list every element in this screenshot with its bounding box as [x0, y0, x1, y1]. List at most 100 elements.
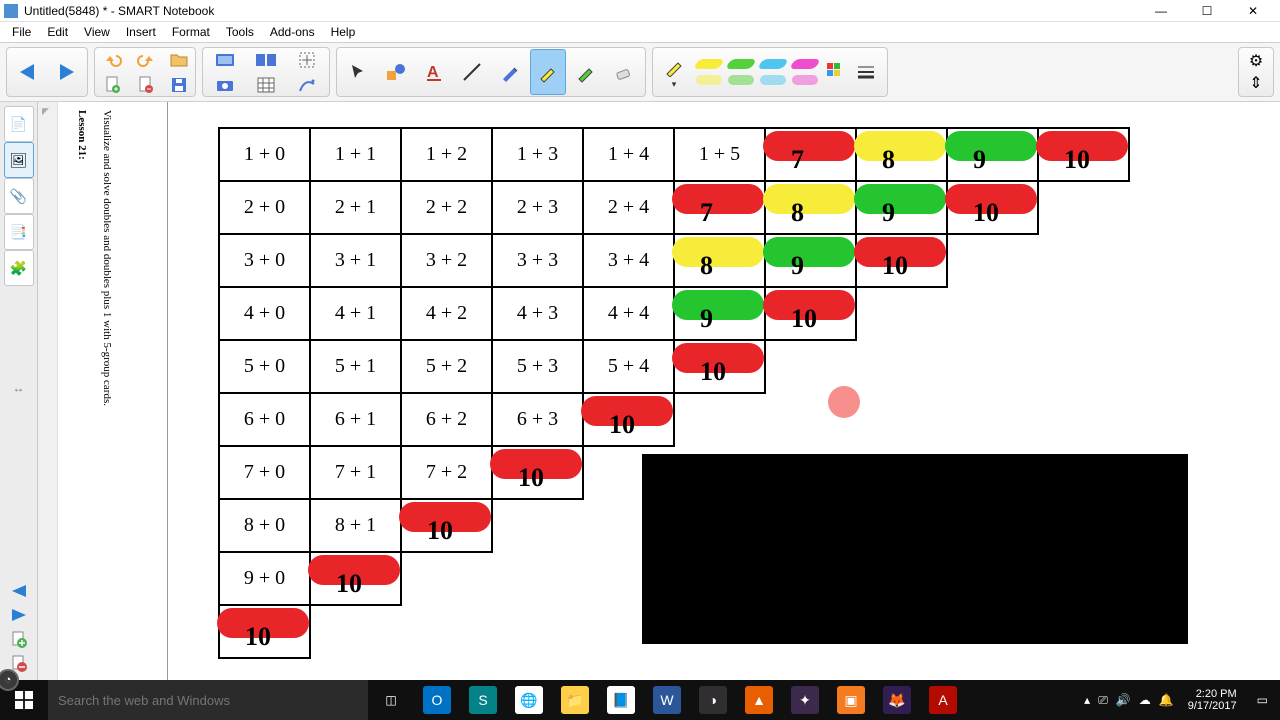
action-center-button[interactable]: ▭ [1251, 693, 1274, 707]
new-page-button[interactable] [98, 74, 128, 96]
grid-cell: 4 + 0 [219, 287, 310, 340]
grid-cell: 6 + 3 [492, 393, 583, 446]
table-button[interactable] [247, 74, 285, 96]
swatch[interactable] [789, 59, 821, 69]
highlighter-tool[interactable] [530, 49, 566, 95]
task-obs[interactable]: ◑ [690, 680, 736, 720]
swatch-line[interactable] [696, 75, 722, 85]
select-tool[interactable] [340, 49, 376, 95]
tray-icon[interactable]: ▴ [1084, 693, 1090, 708]
menu-view[interactable]: View [76, 23, 118, 41]
handwritten-answer: 10 [700, 357, 726, 387]
thumbnail-strip[interactable]: ◤ [38, 102, 58, 680]
video-overlay [642, 454, 1188, 644]
tab-properties[interactable]: 📑 [4, 214, 34, 250]
toolbar-right: ⚙ ⇕ [1238, 47, 1274, 97]
highlight-pill [854, 184, 946, 214]
menu-help[interactable]: Help [323, 23, 364, 41]
highlight-pill [763, 184, 855, 214]
resize-handle-icon[interactable]: ↔ [13, 381, 25, 395]
swatch-line[interactable] [760, 75, 786, 85]
tray-icon[interactable]: 🔊 [1116, 693, 1131, 708]
menu-edit[interactable]: Edit [39, 23, 76, 41]
undo-button[interactable] [98, 49, 128, 71]
dual-page-button[interactable] [247, 49, 285, 71]
tray-icon[interactable]: ☁ [1139, 693, 1151, 708]
canvas[interactable]: 1 + 01 + 11 + 21 + 31 + 41 + 51 + 61 + 7… [168, 102, 1280, 680]
grid-cell: 8 + 0 [219, 499, 310, 552]
task-outlook[interactable]: O [414, 680, 460, 720]
next-page-button[interactable] [4, 604, 34, 626]
titlebar: Untitled(5848) * - SMART Notebook — ☐ ✕ [0, 0, 1280, 22]
minimize-button[interactable]: — [1138, 0, 1184, 22]
tab-gallery[interactable]: 🖼 [4, 142, 34, 178]
clock[interactable]: 2:20 PM 9/17/2017 [1180, 688, 1245, 712]
task-view-button[interactable]: ◫ [368, 680, 414, 720]
settings-button[interactable]: ⚙ [1242, 51, 1270, 71]
swatch[interactable] [725, 59, 757, 69]
menu-file[interactable]: File [4, 23, 39, 41]
handwritten-answer: 10 [973, 198, 999, 228]
back-button[interactable] [10, 49, 46, 95]
handwritten-answer: 10 [791, 304, 817, 334]
close-button[interactable]: ✕ [1230, 0, 1276, 22]
menu-format[interactable]: Format [164, 23, 218, 41]
grid-cell: 1 + 2 [401, 128, 492, 181]
swatch-line[interactable] [728, 75, 754, 85]
open-folder-button[interactable] [164, 49, 194, 71]
text-tool[interactable]: A [416, 49, 452, 95]
task-vlc[interactable]: ▲ [736, 680, 782, 720]
task-chrome[interactable]: 🌐 [506, 680, 552, 720]
task-app2[interactable]: ▣ [828, 680, 874, 720]
grid-cell: 2 + 0 [219, 181, 310, 234]
task-acrobat[interactable]: A [920, 680, 966, 720]
highlighter-pen-icon[interactable] [660, 56, 688, 78]
color-picker-button[interactable] [822, 49, 850, 95]
menu-insert[interactable]: Insert [118, 23, 164, 41]
prev-page-button[interactable] [4, 580, 34, 602]
tray-icon[interactable]: 🔔 [1159, 693, 1174, 708]
add-page-button[interactable] [4, 628, 34, 650]
tab-attachments[interactable]: 📎 [4, 178, 34, 214]
app-icon [4, 4, 18, 18]
line-tool[interactable] [454, 49, 490, 95]
task-file-explorer[interactable]: 📁 [552, 680, 598, 720]
move-toolbar-button[interactable] [288, 49, 326, 71]
redo-button[interactable] [131, 49, 161, 71]
task-app1[interactable]: ✦ [782, 680, 828, 720]
grid-cell: 2 + 4 [583, 181, 674, 234]
taskbar-search-input[interactable] [48, 680, 368, 720]
eraser-tool[interactable] [606, 49, 642, 95]
maximize-button[interactable]: ☐ [1184, 0, 1230, 22]
swatch[interactable] [757, 59, 789, 69]
shapes-tool[interactable] [378, 49, 414, 95]
task-firefox[interactable]: 🦊 [874, 680, 920, 720]
grid-cell: 5 + 3 [492, 340, 583, 393]
task-word[interactable]: W [644, 680, 690, 720]
task-smart-notebook[interactable]: 📘 [598, 680, 644, 720]
view-group [202, 47, 330, 97]
forward-button[interactable] [48, 49, 84, 95]
swatch-line[interactable] [792, 75, 818, 85]
tab-page-sorter[interactable]: 📄 [4, 106, 34, 142]
swatch[interactable] [693, 59, 725, 69]
task-sharepoint[interactable]: S [460, 680, 506, 720]
line-props-button[interactable] [852, 49, 880, 95]
menu-add-ons[interactable]: Add-ons [262, 23, 323, 41]
grid-cell: 5 + 1 [310, 340, 401, 393]
highlighter-props: ▾ [652, 47, 888, 97]
menu-tools[interactable]: Tools [218, 23, 262, 41]
expand-button[interactable]: ⇕ [1242, 73, 1270, 93]
creative-pen-tool[interactable] [568, 49, 604, 95]
grid-cell: 2 + 1 [310, 181, 401, 234]
magic-pen-button[interactable] [288, 74, 326, 96]
save-button[interactable] [164, 74, 194, 96]
pen-tool[interactable] [492, 49, 528, 95]
tray-icon[interactable]: ⎚ [1098, 693, 1108, 708]
delete-page-button[interactable] [131, 74, 161, 96]
capture-button[interactable] [206, 74, 244, 96]
grid-cell: 8 + 1 [310, 499, 401, 552]
tab-addons[interactable]: 🧩 [4, 250, 34, 286]
lesson-description: Visualize and solve doubles and doubles … [101, 110, 113, 406]
screen-shade-button[interactable] [206, 49, 244, 71]
